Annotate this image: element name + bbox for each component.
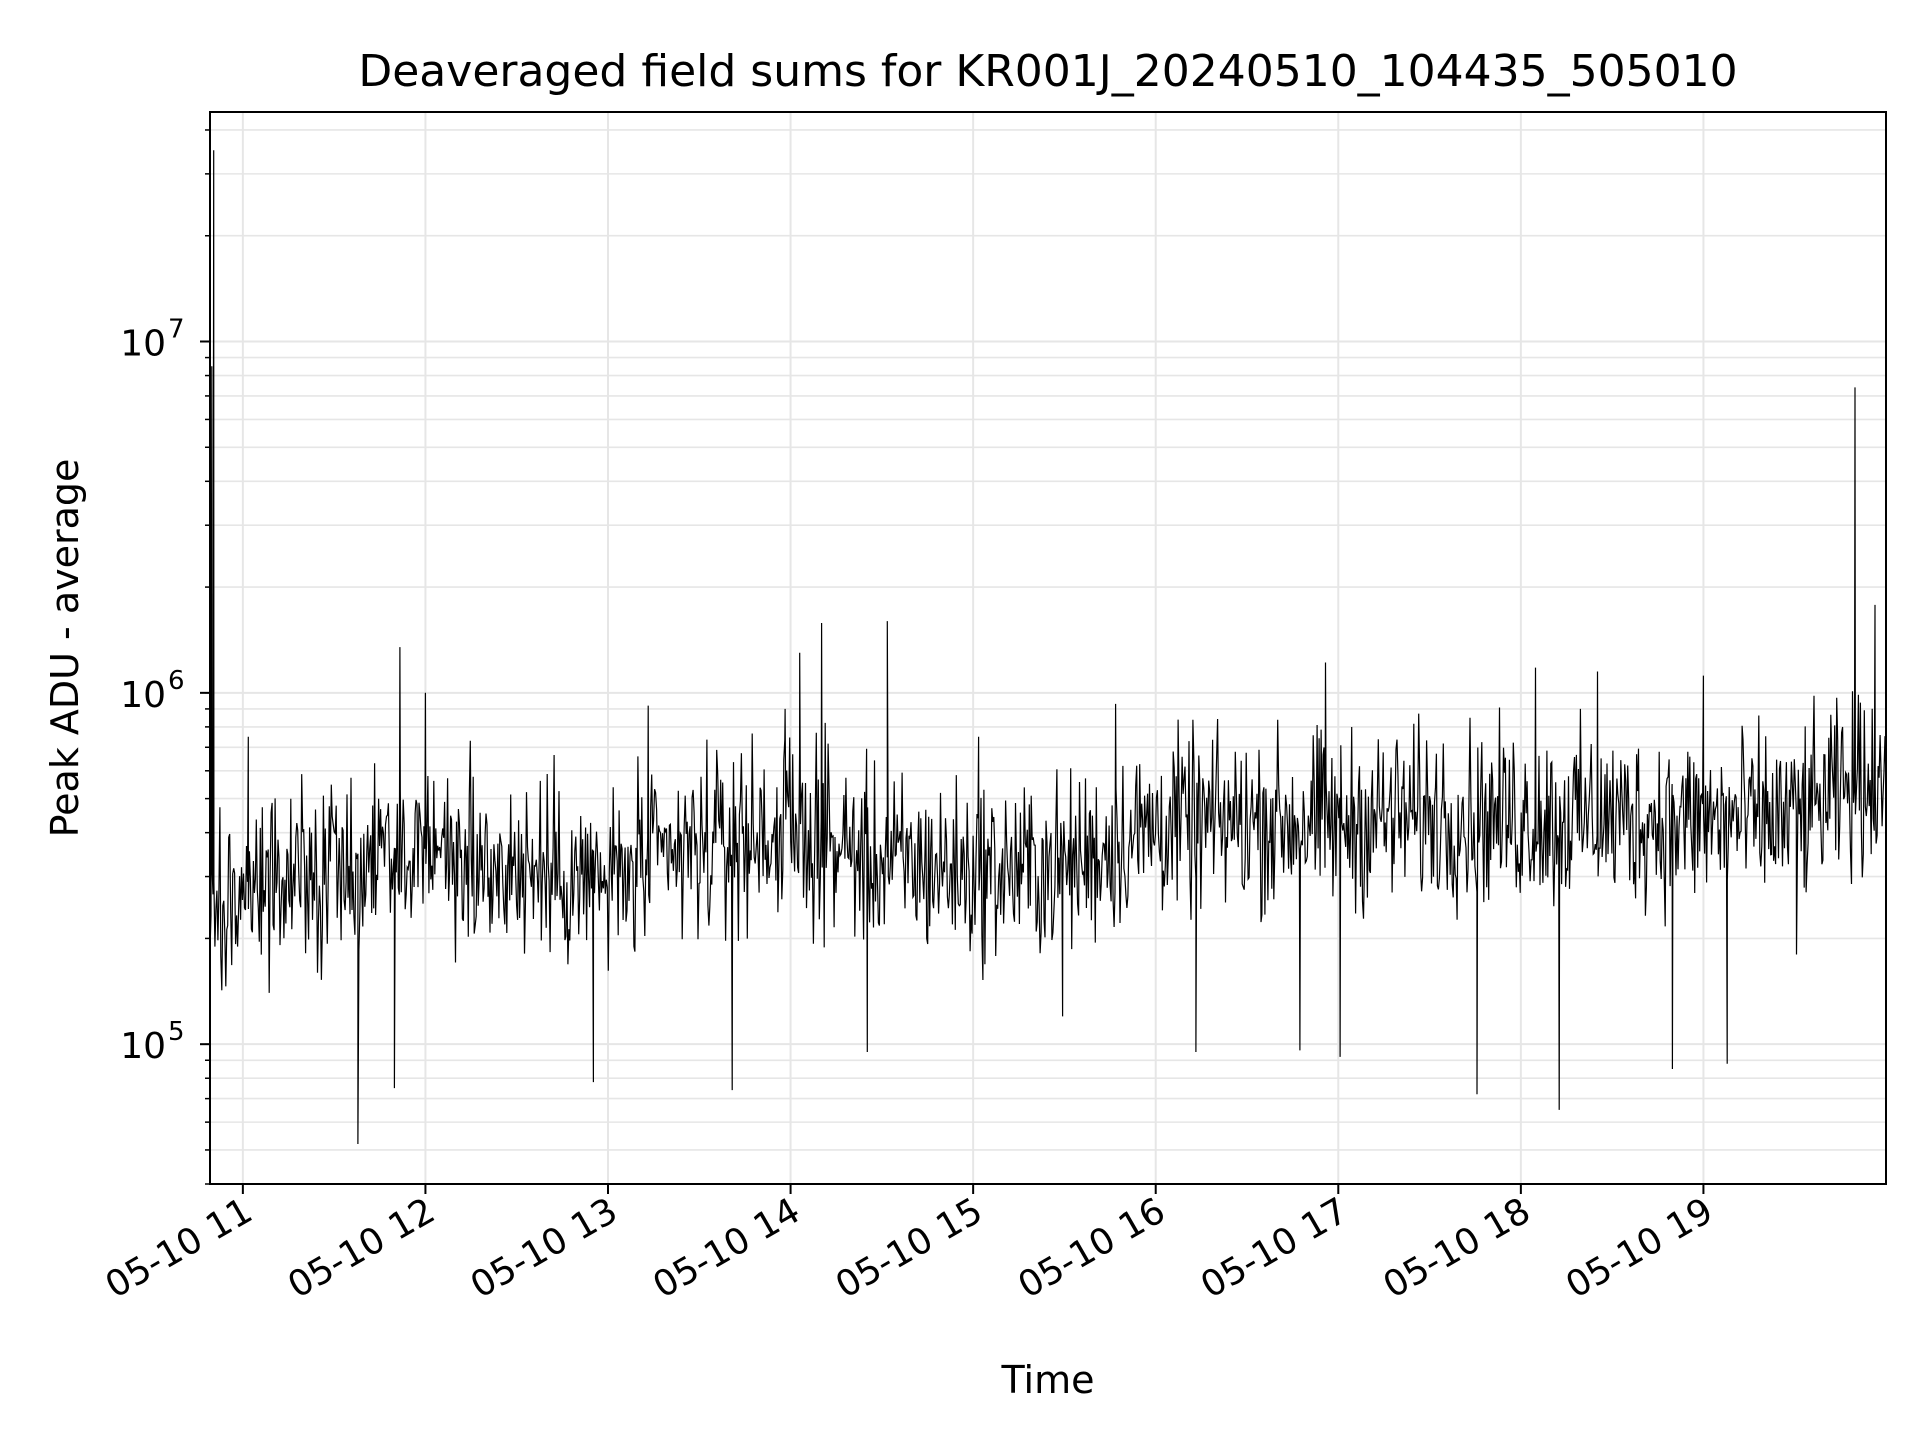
y-tick-exponent: 7: [168, 315, 185, 345]
x-tick-label: 05-10 15: [829, 1190, 990, 1306]
x-tick-label: 05-10 16: [1012, 1190, 1173, 1306]
y-tick-exponent: 6: [168, 666, 185, 696]
x-tick-label: 05-10 18: [1377, 1190, 1538, 1306]
x-tick-label: 05-10 17: [1194, 1190, 1355, 1306]
grid-lines: [210, 112, 1886, 1185]
y-tick-label: 10: [120, 675, 166, 716]
series-layer: [209, 150, 1887, 1145]
x-tick-label: 05-10 11: [99, 1190, 260, 1306]
plot-frame: [209, 111, 1887, 1185]
y-tick-label: 10: [120, 1026, 166, 1067]
x-tick-label: 05-10 12: [281, 1190, 442, 1306]
series-line: [209, 150, 1887, 1145]
x-axis: 05-10 11 05-10 12 05-10 13 05-10 14 05-10 15…: [99, 1184, 1720, 1307]
y-tick-exponent: 5: [168, 1017, 185, 1047]
y-tick-label: 10: [120, 324, 166, 365]
x-tick-label: 05-10 13: [464, 1190, 625, 1306]
y-axis-label: Peak ADU - average: [43, 459, 87, 838]
x-tick-label: 05-10 19: [1559, 1190, 1720, 1306]
x-tick-label: 05-10 14: [646, 1190, 807, 1306]
x-axis-label: Time: [1001, 1358, 1095, 1402]
chart-title: Deaveraged field sums for KR001J_2024051…: [358, 46, 1737, 97]
